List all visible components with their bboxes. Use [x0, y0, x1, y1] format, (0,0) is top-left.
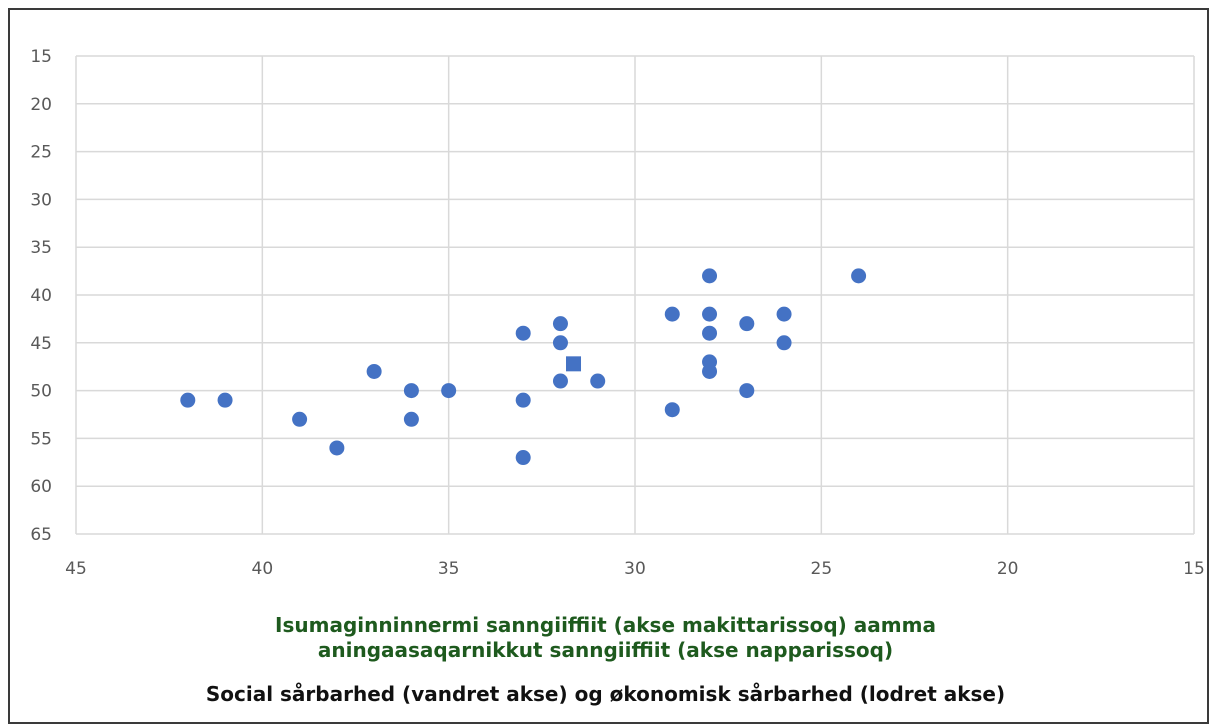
- caption-greenlandic: Isumaginninnermi sanngiiffiit (akse maki…: [0, 613, 1211, 663]
- data-point: [515, 392, 531, 408]
- data-point: [739, 316, 755, 332]
- data-point: [403, 383, 419, 399]
- data-point: [217, 392, 233, 408]
- data-point: [552, 335, 568, 351]
- caption-line-1: Isumaginninnermi sanngiiffiit (akse maki…: [275, 613, 936, 637]
- data-point: [590, 373, 606, 389]
- x-tick-label: 15: [1183, 559, 1205, 579]
- data-point: [702, 363, 718, 379]
- data-point: [515, 325, 531, 341]
- data-point: [664, 306, 680, 322]
- y-tick-label: 40: [30, 286, 52, 306]
- y-tick-label: 30: [30, 190, 52, 210]
- x-tick-label: 40: [252, 559, 274, 579]
- data-point: [552, 316, 568, 332]
- y-tick-label: 20: [30, 95, 52, 115]
- data-point: [403, 411, 419, 427]
- caption-danish: Social sårbarhed (vandret akse) og økono…: [205, 682, 1006, 706]
- y-tick-label: 50: [30, 382, 52, 402]
- y-tick-label: 25: [30, 143, 52, 163]
- data-point: [366, 363, 382, 379]
- x-tick-label: 35: [438, 559, 460, 579]
- data-point: [851, 268, 867, 284]
- y-tick-label: 55: [30, 429, 52, 449]
- data-point: [664, 402, 680, 418]
- y-tick-label: 45: [30, 334, 52, 354]
- y-tick-label: 65: [30, 525, 52, 545]
- x-tick-label: 20: [997, 559, 1019, 579]
- y-tick-label: 60: [30, 477, 52, 497]
- data-point: [702, 306, 718, 322]
- data-point: [180, 392, 196, 408]
- x-tick-label: 45: [65, 559, 87, 579]
- data-point: [702, 325, 718, 341]
- data-point: [441, 383, 457, 399]
- data-point-square: [566, 356, 582, 372]
- data-point: [515, 450, 531, 466]
- y-tick-label: 15: [30, 47, 52, 67]
- data-point: [776, 306, 792, 322]
- x-tick-label: 30: [624, 559, 646, 579]
- data-point: [702, 268, 718, 284]
- data-point: [739, 383, 755, 399]
- y-tick-label: 35: [30, 238, 52, 258]
- chart-frame: [8, 8, 1209, 724]
- data-point: [776, 335, 792, 351]
- x-tick-label: 25: [811, 559, 833, 579]
- data-point: [292, 411, 308, 427]
- data-point: [329, 440, 345, 456]
- caption-line-2: aningaasaqarnikkut sanngiiffiit (akse na…: [317, 638, 894, 662]
- data-point: [552, 373, 568, 389]
